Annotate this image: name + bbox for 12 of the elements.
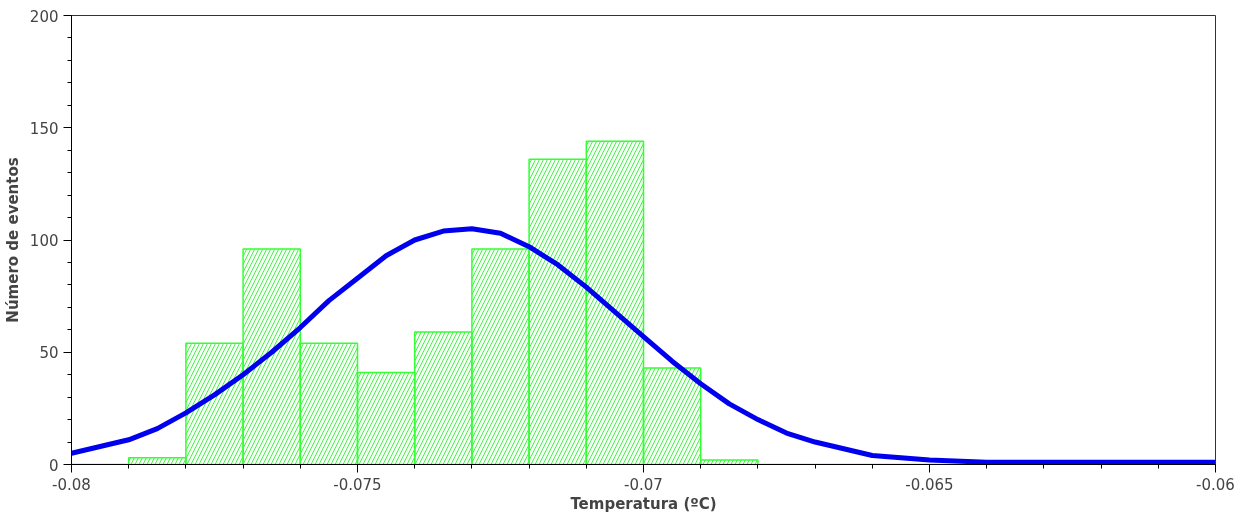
y-tick-label: 150 <box>29 119 59 138</box>
y-tick-label: 100 <box>29 232 59 250</box>
x-tick-label: -0.06 <box>1196 475 1235 494</box>
y-axis-title: Número de eventos <box>3 157 22 323</box>
x-tick-label: -0.07 <box>624 475 663 494</box>
x-tick-label: -0.075 <box>333 475 382 494</box>
y-tick-label: 0 <box>48 456 59 475</box>
x-tick-label: -0.08 <box>52 475 91 494</box>
x-tick-label: -0.065 <box>905 475 954 494</box>
y-tick-label: 50 <box>39 344 59 363</box>
x-axis-title: Temperatura (ºC) <box>570 494 717 513</box>
y-tick-label: 200 <box>29 7 59 26</box>
